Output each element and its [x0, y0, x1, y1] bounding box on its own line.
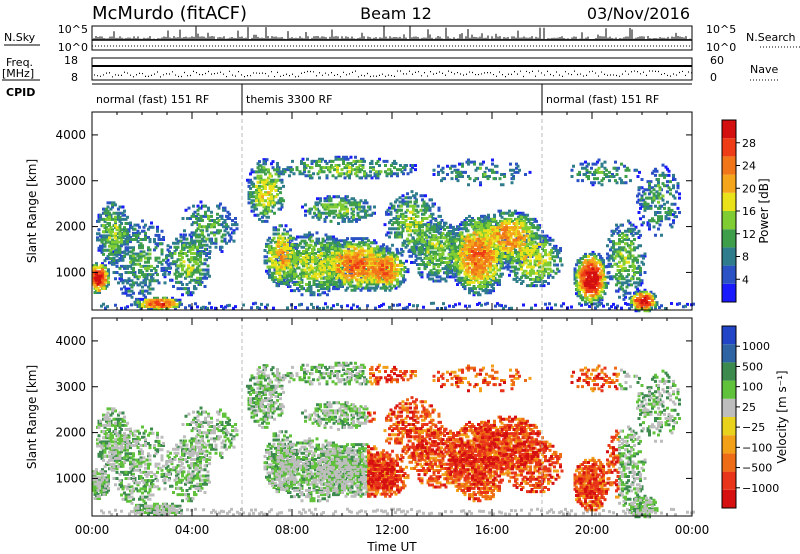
x-axis-label: Time UT: [366, 540, 417, 554]
x-tick-label: 12:00: [375, 523, 410, 537]
freq-strip: Freq. [MHz] 18 8 60 0 Nave: [2, 54, 780, 84]
velocity-echo-cells: [92, 361, 695, 519]
freq-tick-top: 18: [64, 54, 78, 67]
cpid-row: normal (fast) 151 RF themis 3300 RF normal…: [92, 83, 692, 112]
velocity-colorbar-tick: −100: [742, 441, 772, 454]
velocity-echo-cells: [367, 365, 618, 510]
power-colorbar-tick: 20: [742, 182, 756, 195]
nave-tick-bottom: 0: [710, 71, 717, 84]
beam-title: Beam 12: [360, 4, 432, 23]
nave-label: Nave: [750, 63, 778, 76]
velocity-y-tick-label: 1000: [55, 471, 86, 485]
velocity-colorbar-tick: −500: [742, 462, 772, 475]
power-colorbar-swatch: [722, 174, 736, 193]
nsky-strip: N.Sky 10^5 10^0 10^5 10^0 N.Search: [4, 23, 800, 54]
velocity-colorbar-swatch: [722, 471, 736, 490]
velocity-colorbar-tick: 100: [742, 381, 763, 394]
x-tick-label: 08:00: [275, 523, 310, 537]
velocity-colorbar-swatch: [722, 453, 736, 472]
x-tick-label: 00:00: [75, 523, 110, 537]
power-colorbar-tick: 8: [742, 251, 749, 264]
velocity-colorbar-tick: −1000: [742, 482, 779, 495]
nave-tick-top: 60: [710, 54, 724, 67]
power-colorbar-swatch: [722, 138, 736, 157]
power-y-tick-label: 1000: [55, 265, 86, 279]
nsearch-tick-top: 10^5: [706, 23, 736, 36]
velocity-colorbar-swatch: [722, 398, 736, 417]
cpid-segment-label: normal (fast) 151 RF: [546, 93, 659, 106]
power-y-tick-label: 3000: [55, 174, 86, 188]
nsky-label: N.Sky: [4, 31, 36, 44]
velocity-ylabel: Slant Range [km]: [25, 365, 39, 469]
x-tick-label: 16:00: [475, 523, 510, 537]
velocity-colorbar-tick: 25: [742, 401, 756, 414]
power-echo-cells: [93, 159, 665, 313]
velocity-colorbar-swatch: [722, 380, 736, 399]
nsearch-label: N.Search: [746, 31, 796, 44]
nave-trace: [94, 70, 692, 78]
freq-tick-bottom: 8: [71, 71, 78, 84]
date-title: 03/Nov/2016: [587, 4, 690, 23]
power-y-tick-label: 4000: [55, 128, 86, 142]
velocity-colorbar-swatch: [722, 435, 736, 454]
velocity-colorbar-tick: −25: [742, 421, 765, 434]
velocity-colorbar-tick: 1000: [742, 340, 770, 353]
cpid-segment-label: themis 3300 RF: [246, 93, 333, 106]
power-panel: 1000 2000 3000 4000 Slant Range [km] 4 8 12 16…: [25, 111, 771, 313]
velocity-y-tick-label: 2000: [55, 426, 86, 440]
velocity-colorbar-swatch: [722, 326, 736, 345]
nsky-tick-top: 10^5: [58, 23, 88, 36]
velocity-colorbar-swatch: [722, 362, 736, 381]
x-tick-label: 20:00: [575, 523, 610, 537]
freq-unit: [MHz]: [2, 67, 34, 80]
power-colorbar-swatch: [722, 283, 736, 302]
power-ylabel: Slant Range [km]: [25, 159, 39, 263]
power-colorbar-swatch: [722, 211, 736, 230]
velocity-y-tick-label: 4000: [55, 334, 86, 348]
power-colorbar-swatch: [722, 265, 736, 284]
power-colorbar-tick: 16: [742, 205, 756, 218]
power-colorbar-tick: 12: [742, 228, 756, 241]
station-title: McMurdo (fitACF): [92, 3, 247, 24]
velocity-colorbar-swatch: [722, 417, 736, 436]
power-colorbar-swatch: [722, 229, 736, 248]
power-colorbar-label: Power [dB]: [757, 178, 771, 243]
nsky-tick-bottom: 10^0: [58, 41, 88, 54]
power-echo-cells: [92, 226, 654, 309]
velocity-colorbar-swatch: [722, 489, 736, 508]
x-tick-label: 00:00: [675, 523, 710, 537]
power-colorbar-swatch: [722, 192, 736, 211]
power-colorbar-swatch: [722, 120, 736, 139]
power-colorbar-swatch: [722, 247, 736, 266]
power-colorbar-tick: 28: [742, 137, 756, 150]
nsearch-tick-bottom: 10^0: [706, 41, 736, 54]
power-colorbar-swatch: [722, 156, 736, 175]
velocity-panel: 1000 2000 3000 4000 Slant Range [km] 1000 50…: [25, 317, 789, 519]
velocity-colorbar-label: Velocity [m s⁻¹]: [775, 370, 789, 463]
power-y-tick-label: 2000: [55, 220, 86, 234]
velocity-colorbar-swatch: [722, 344, 736, 363]
power-colorbar-tick: 24: [742, 160, 756, 173]
x-tick-label: 04:00: [175, 523, 210, 537]
freq-label: Freq.: [6, 56, 33, 69]
velocity-y-tick-label: 3000: [55, 380, 86, 394]
nsky-trace: [93, 26, 691, 40]
cpid-segment-label: normal (fast) 151 RF: [96, 93, 209, 106]
velocity-echo-cells: [367, 364, 620, 512]
velocity-echo-cells: [92, 361, 681, 519]
cpid-label: CPID: [6, 86, 35, 99]
power-echo-cells: [93, 157, 674, 311]
power-colorbar-tick: 4: [742, 273, 749, 286]
velocity-colorbar-tick: 500: [742, 360, 763, 373]
